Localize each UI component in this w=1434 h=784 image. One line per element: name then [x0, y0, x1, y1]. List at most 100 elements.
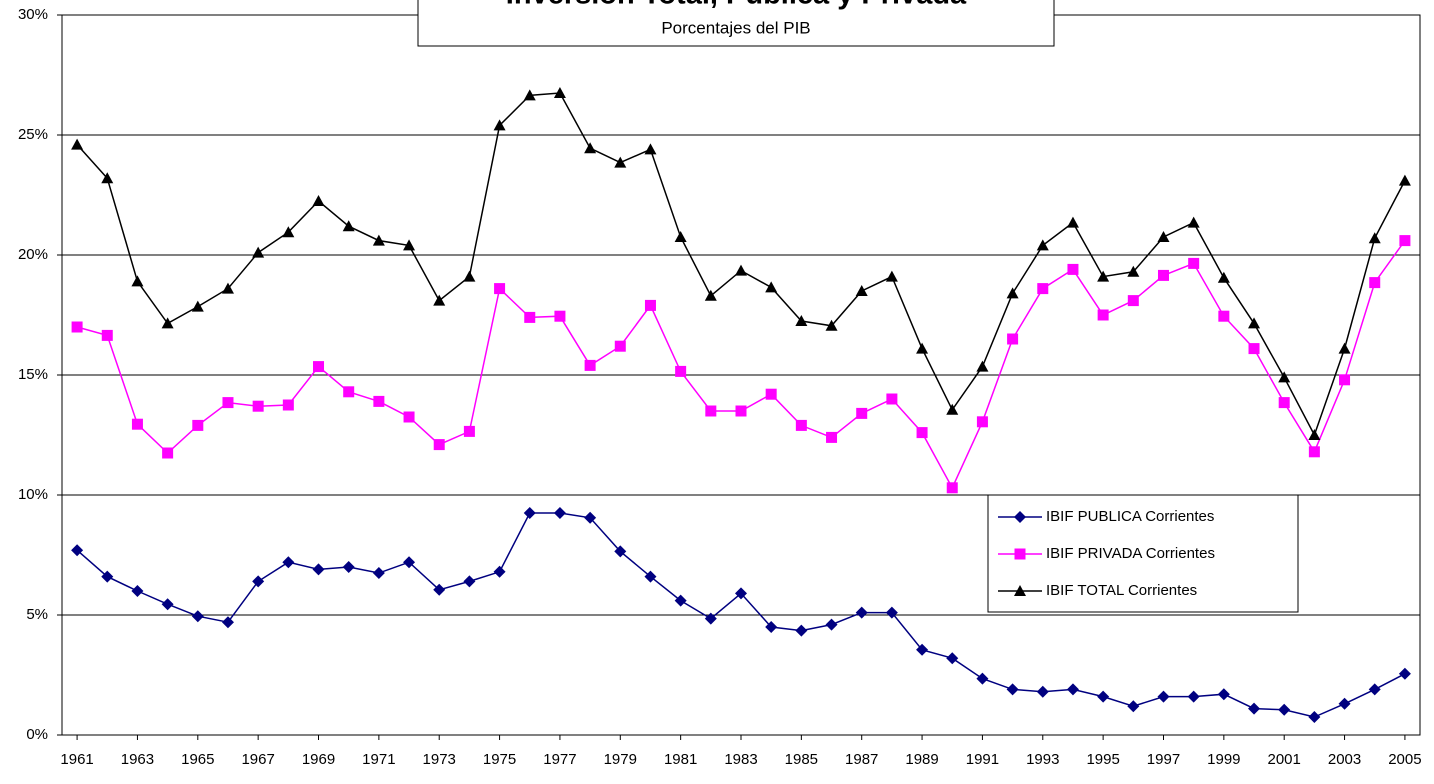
marker-diamond	[372, 567, 385, 579]
marker-triangle	[735, 264, 747, 276]
marker-square	[1248, 343, 1260, 355]
y-tick-label: 10%	[18, 486, 48, 503]
marker-diamond	[1157, 690, 1170, 703]
marker-diamond	[1338, 697, 1351, 710]
marker-square	[282, 399, 294, 411]
x-tick-label: 1973	[423, 751, 456, 768]
marker-square	[826, 431, 838, 443]
marker-diamond	[71, 544, 84, 557]
marker-triangle	[885, 270, 898, 282]
marker-square	[1157, 269, 1169, 281]
marker-diamond	[644, 570, 657, 583]
marker-square	[101, 329, 113, 341]
marker-diamond	[735, 587, 747, 600]
marker-square	[162, 447, 174, 459]
marker-diamond	[795, 624, 808, 637]
marker-triangle	[946, 403, 959, 415]
marker-diamond	[342, 561, 355, 573]
x-tick-label: 1967	[241, 751, 274, 768]
marker-triangle	[1338, 342, 1351, 354]
marker-square	[916, 427, 928, 439]
marker-square	[1339, 374, 1351, 386]
marker-triangle	[1097, 270, 1110, 282]
x-tick-label: 1969	[302, 751, 335, 768]
marker-triangle	[855, 285, 868, 296]
x-tick-label: 1979	[604, 751, 637, 768]
marker-triangle	[1308, 429, 1321, 440]
x-tick-label: 1985	[785, 751, 818, 768]
marker-square	[433, 439, 445, 451]
chart-title: Inversión Total, Pública y Privada	[506, 0, 967, 11]
marker-triangle	[523, 89, 536, 101]
marker-triangle	[131, 275, 144, 287]
marker-diamond	[493, 565, 506, 578]
marker-triangle	[614, 156, 627, 168]
marker-square	[976, 416, 988, 428]
marker-square	[524, 311, 536, 323]
marker-diamond	[765, 621, 778, 633]
x-tick-label: 1991	[966, 751, 999, 768]
marker-square	[856, 407, 868, 419]
marker-diamond	[825, 618, 838, 631]
marker-triangle	[71, 138, 84, 150]
marker-triangle	[795, 315, 808, 326]
marker-diamond	[1308, 711, 1321, 723]
marker-square	[1037, 283, 1049, 295]
marker-square	[1399, 235, 1411, 247]
marker-diamond	[191, 610, 204, 623]
marker-diamond	[855, 606, 868, 619]
marker-square	[554, 310, 566, 322]
x-tick-label: 1961	[60, 751, 93, 768]
legend-marker	[1014, 585, 1026, 596]
marker-square	[1127, 295, 1139, 307]
marker-triangle	[704, 289, 717, 301]
y-tick-label: 20%	[18, 246, 48, 263]
marker-diamond	[1097, 690, 1110, 703]
marker-triangle	[1248, 317, 1261, 329]
marker-square	[1278, 397, 1290, 409]
marker-triangle	[403, 239, 416, 251]
marker-triangle	[493, 119, 506, 131]
marker-square	[222, 397, 234, 409]
x-tick-label: 1983	[724, 751, 757, 768]
legend-label: IBIF PUBLICA Corrientes	[1046, 508, 1214, 525]
marker-square	[1067, 263, 1079, 275]
marker-triangle	[372, 234, 385, 246]
marker-triangle	[1036, 239, 1049, 251]
marker-diamond	[946, 652, 959, 665]
marker-triangle	[1127, 265, 1140, 277]
marker-triangle	[342, 220, 355, 232]
x-tick-label: 2001	[1268, 751, 1301, 768]
marker-diamond	[1368, 683, 1381, 696]
marker-square	[252, 400, 264, 412]
marker-diamond	[553, 507, 566, 519]
marker-triangle	[1398, 174, 1411, 186]
marker-square	[313, 361, 325, 373]
marker-diamond	[674, 594, 687, 607]
marker-square	[494, 283, 506, 295]
marker-triangle	[553, 87, 566, 98]
marker-triangle	[1157, 231, 1170, 242]
marker-diamond	[885, 606, 898, 619]
marker-diamond	[976, 672, 989, 685]
marker-diamond	[1006, 683, 1019, 696]
marker-triangle	[644, 143, 657, 155]
x-tick-label: 1963	[121, 751, 154, 768]
y-tick-label: 30%	[18, 6, 48, 23]
marker-square	[131, 418, 143, 430]
marker-square	[192, 419, 204, 431]
marker-square	[373, 395, 385, 407]
marker-diamond	[1278, 703, 1291, 716]
marker-square	[71, 321, 83, 333]
x-tick-label: 1999	[1207, 751, 1240, 768]
marker-triangle	[825, 319, 838, 331]
marker-triangle	[433, 294, 446, 306]
x-tick-label: 1995	[1086, 751, 1119, 768]
x-tick-label: 1989	[905, 751, 938, 768]
x-tick-label: 1993	[1026, 751, 1059, 768]
marker-diamond	[1248, 702, 1261, 715]
marker-triangle	[1006, 287, 1019, 299]
marker-square	[675, 365, 687, 377]
marker-square	[886, 393, 898, 405]
